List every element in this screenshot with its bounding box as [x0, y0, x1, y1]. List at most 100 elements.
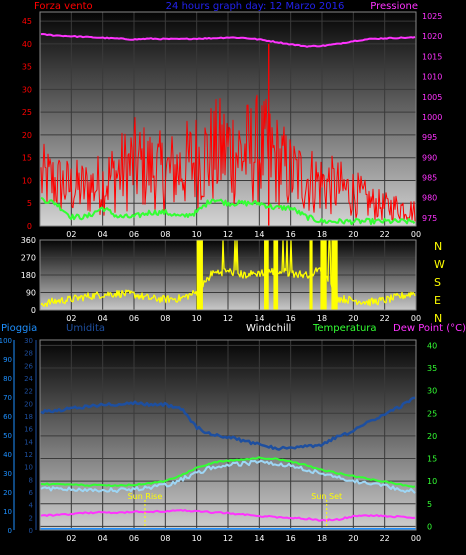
sun-marker-label: Sun Rise — [128, 492, 163, 501]
humidity-tick-label: 26 — [24, 362, 33, 370]
x-tick-label: 20 — [348, 230, 358, 239]
direction-band — [273, 240, 279, 310]
humidity-tick-label: 6 — [29, 489, 34, 497]
x-tick-label: 04 — [98, 534, 108, 543]
wind-tick-label: 40 — [22, 40, 32, 49]
pressure-tick-label: 985 — [422, 174, 437, 183]
dewpoint-series — [40, 509, 416, 522]
x-tick-label: 16 — [286, 230, 296, 239]
temp-tick-label: 30 — [427, 387, 437, 396]
rain-tick-label: 40 — [3, 451, 12, 459]
direction-band — [196, 240, 203, 310]
x-tick-label: 12 — [223, 534, 233, 543]
plot-frame-3 — [39, 339, 417, 531]
rain-tick-label: 90 — [3, 356, 12, 364]
direction-tick-label: 0 — [31, 306, 36, 315]
x-tick-label: 14 — [254, 230, 264, 239]
humidity-tick-label: 18 — [24, 413, 33, 421]
x-tick-label: 06 — [129, 314, 139, 323]
direction-band — [264, 240, 269, 310]
x-tick-label: 22 — [380, 314, 390, 323]
wind-tick-label: 0 — [27, 222, 32, 231]
wind-tick-label: 10 — [22, 176, 32, 185]
direction-band — [320, 240, 327, 310]
x-tick-label: 14 — [254, 314, 264, 323]
pressure-title: Pressione — [370, 1, 418, 12]
humidity-series — [40, 396, 416, 451]
humidity-tick-label: 4 — [29, 502, 34, 510]
rain-tick-label: 60 — [3, 413, 12, 421]
x-tick-label: 02 — [66, 314, 76, 323]
compass-label: W — [434, 258, 445, 271]
humidity-tick-label: 24 — [24, 375, 33, 383]
x-tick-label: 06 — [129, 230, 139, 239]
pressure-tick-label: 1025 — [422, 12, 442, 21]
direction-tick-label: 90 — [26, 289, 36, 298]
x-tick-label: 00 — [411, 314, 421, 323]
pressure-tick-label: 1010 — [422, 73, 442, 82]
x-tick-label: 20 — [348, 314, 358, 323]
rain-tick-label: 80 — [3, 375, 12, 383]
humidity-tick-label: 10 — [24, 464, 33, 472]
wind-tick-label: 20 — [22, 131, 32, 140]
temp-tick-label: 20 — [427, 432, 437, 441]
plot-frame-2 — [39, 239, 417, 311]
temp-tick-label: 10 — [427, 477, 437, 486]
windchill-series — [40, 459, 416, 494]
pressure-tick-label: 1000 — [422, 113, 442, 122]
temp-tick-label: 5 — [427, 500, 432, 509]
windchill-label: Windchill — [246, 323, 291, 334]
x-tick-label: 20 — [348, 534, 358, 543]
x-tick-label: 04 — [98, 314, 108, 323]
rain-tick-label: 0 — [8, 527, 12, 535]
wind-tick-label: 25 — [22, 108, 32, 117]
humidity-tick-label: 14 — [24, 438, 33, 446]
compass-label: S — [434, 276, 441, 289]
pressure-tick-label: 990 — [422, 153, 437, 162]
x-tick-label: 16 — [286, 314, 296, 323]
direction-band — [331, 240, 338, 310]
rain-tick-label: 20 — [3, 489, 12, 497]
gust-series — [40, 196, 416, 226]
x-tick-label: 14 — [254, 534, 264, 543]
x-tick-label: 02 — [66, 230, 76, 239]
compass-label: E — [434, 294, 441, 307]
pressure-tick-label: 980 — [422, 194, 437, 203]
humidity-tick-label: 12 — [24, 451, 33, 459]
x-tick-label: 10 — [192, 230, 202, 239]
graph-date-title: 24 hours graph day: 12 Marzo 2016 — [166, 1, 345, 12]
pressure-tick-label: 1015 — [422, 52, 442, 61]
x-tick-label: 00 — [411, 534, 421, 543]
humidity-tick-label: 8 — [29, 476, 33, 484]
temperature-label: Temperatura — [312, 323, 377, 334]
humidity-tick-label: 2 — [29, 514, 33, 522]
wind-title: Forza vento — [34, 1, 93, 12]
temp-tick-label: 25 — [427, 409, 437, 418]
x-tick-label: 16 — [286, 534, 296, 543]
pressure-tick-label: 1005 — [422, 93, 442, 102]
wind-tick-label: 45 — [22, 17, 32, 26]
humidity-tick-label: 20 — [24, 400, 33, 408]
rain-tick-label: 30 — [3, 470, 12, 478]
x-tick-label: 22 — [380, 230, 390, 239]
x-tick-label: 08 — [160, 230, 170, 239]
temperature-series — [40, 456, 416, 488]
x-tick-label: 10 — [192, 314, 202, 323]
wind-tick-label: 30 — [22, 85, 32, 94]
wind-series — [40, 94, 416, 222]
rain-tick-label: 10 — [3, 508, 12, 516]
x-tick-label: 22 — [380, 534, 390, 543]
compass-label: N — [434, 240, 442, 253]
pressure-tick-label: 975 — [422, 214, 437, 223]
x-tick-label: 04 — [98, 230, 108, 239]
compass-label: N — [434, 312, 442, 325]
rain-tick-label: 50 — [3, 432, 12, 440]
x-tick-label: 12 — [223, 230, 233, 239]
x-tick-label: 02 — [66, 534, 76, 543]
direction-series — [40, 240, 416, 308]
humidity-tick-label: 30 — [24, 337, 33, 345]
